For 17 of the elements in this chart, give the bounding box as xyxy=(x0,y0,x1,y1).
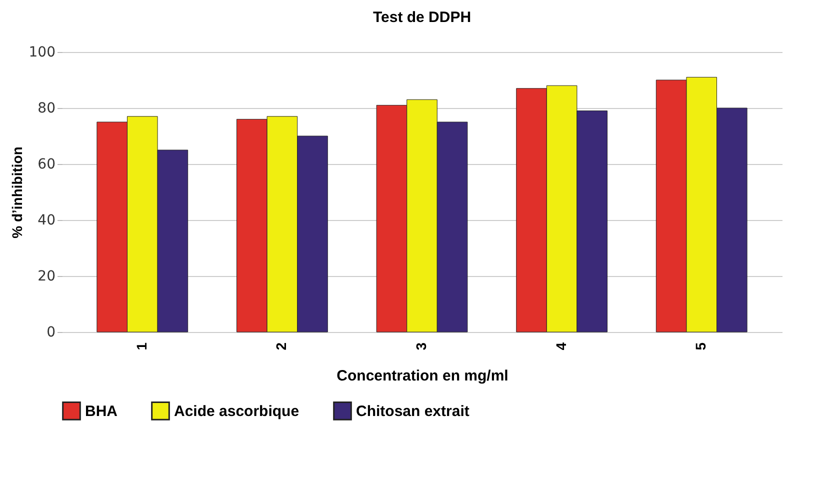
y-tick-label: 20 xyxy=(38,268,56,284)
x-tick-label: 2 xyxy=(273,342,290,350)
x-tick-label: 1 xyxy=(133,342,150,350)
x-tick-label: 4 xyxy=(552,342,569,350)
y-tick-label: 40 xyxy=(38,212,56,228)
x-tick-label: 5 xyxy=(692,342,709,350)
y-tick-label: 60 xyxy=(38,156,56,172)
x-axis-title: Concentration en mg/ml xyxy=(336,367,508,384)
legend-label: Chitosan extrait xyxy=(356,402,470,420)
y-tick-label: 0 xyxy=(46,324,56,340)
y-axis-title: % d’inhibition xyxy=(8,146,25,238)
legend-label: Acide ascorbique xyxy=(174,402,300,420)
x-tick-label: 3 xyxy=(413,342,429,350)
legend-label: BHA xyxy=(85,402,118,420)
y-tick-label: 80 xyxy=(38,100,56,116)
chart-title: Test de DDPH xyxy=(372,9,472,26)
y-tick-label: 100 xyxy=(28,44,56,60)
